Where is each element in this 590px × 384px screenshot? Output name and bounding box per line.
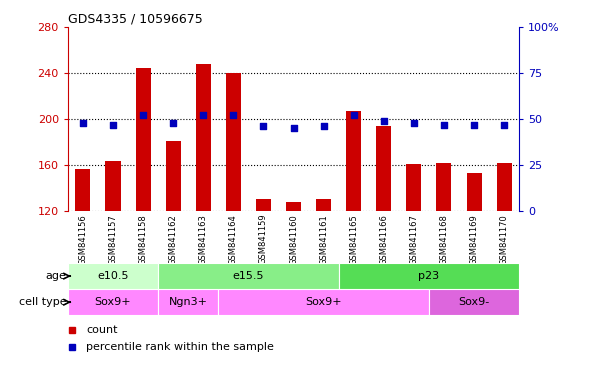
Bar <box>68 263 158 289</box>
Text: Sox9+: Sox9+ <box>305 297 342 307</box>
Bar <box>218 289 429 315</box>
Bar <box>68 289 158 315</box>
Point <box>289 125 298 131</box>
Point <box>499 121 509 127</box>
Text: cell type: cell type <box>19 297 66 307</box>
Bar <box>429 289 519 315</box>
Text: GSM841156: GSM841156 <box>78 214 87 265</box>
Text: GSM841159: GSM841159 <box>259 214 268 265</box>
Text: GSM841165: GSM841165 <box>349 214 358 265</box>
Point <box>138 112 148 118</box>
Bar <box>158 263 339 289</box>
Text: GSM841166: GSM841166 <box>379 214 388 265</box>
Text: Sox9-: Sox9- <box>458 297 490 307</box>
Text: GSM841167: GSM841167 <box>409 214 418 265</box>
Bar <box>339 263 519 289</box>
Bar <box>497 163 512 211</box>
Text: GSM841158: GSM841158 <box>139 214 148 265</box>
Bar <box>286 202 301 211</box>
Text: GSM841170: GSM841170 <box>500 214 509 265</box>
Text: e15.5: e15.5 <box>232 271 264 281</box>
Bar <box>437 163 451 211</box>
Text: count: count <box>86 325 117 335</box>
Text: p23: p23 <box>418 271 440 281</box>
Point <box>198 112 208 118</box>
Point <box>409 120 419 126</box>
Bar <box>106 161 120 211</box>
Point <box>319 123 328 129</box>
Bar <box>316 199 331 211</box>
Bar <box>136 68 150 211</box>
Point <box>379 118 388 124</box>
Text: Sox9+: Sox9+ <box>94 297 132 307</box>
Bar <box>467 173 481 211</box>
Text: GSM841169: GSM841169 <box>470 214 478 265</box>
Text: GSM841168: GSM841168 <box>440 214 448 265</box>
Text: GSM841157: GSM841157 <box>109 214 117 265</box>
Bar <box>226 73 241 211</box>
Point <box>109 121 118 127</box>
Text: GDS4335 / 10596675: GDS4335 / 10596675 <box>68 13 202 26</box>
Point <box>78 120 88 126</box>
Point <box>470 121 479 127</box>
Bar <box>407 164 421 211</box>
Bar <box>196 64 211 211</box>
Bar <box>346 111 361 211</box>
Point <box>258 123 268 129</box>
Text: Ngn3+: Ngn3+ <box>169 297 208 307</box>
Bar <box>158 289 218 315</box>
Text: GSM841160: GSM841160 <box>289 214 298 265</box>
Text: GSM841164: GSM841164 <box>229 214 238 265</box>
Text: GSM841162: GSM841162 <box>169 214 178 265</box>
Text: percentile rank within the sample: percentile rank within the sample <box>86 342 274 352</box>
Bar <box>166 141 181 211</box>
Point <box>228 112 238 118</box>
Point <box>439 121 449 127</box>
Bar <box>76 169 90 211</box>
Bar <box>256 199 271 211</box>
Text: age: age <box>45 271 66 281</box>
Text: e10.5: e10.5 <box>97 271 129 281</box>
Bar <box>376 126 391 211</box>
Point <box>349 112 359 118</box>
Text: GSM841163: GSM841163 <box>199 214 208 265</box>
Point <box>169 120 178 126</box>
Text: GSM841161: GSM841161 <box>319 214 328 265</box>
